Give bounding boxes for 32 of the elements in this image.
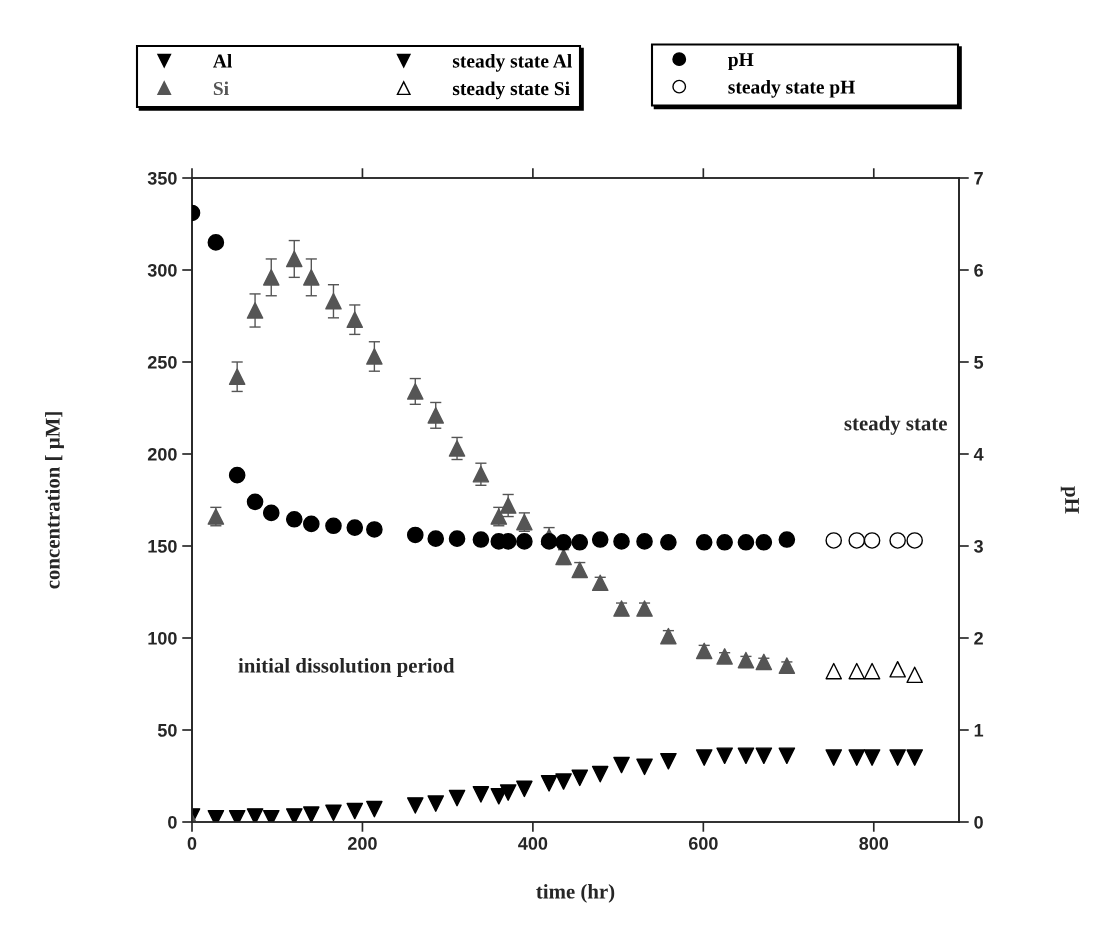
x-tick-label: 400 (518, 837, 548, 850)
y2-tick-label: 2 (974, 631, 983, 645)
legend-label: Si (213, 81, 229, 96)
legend-label: Al (213, 53, 232, 68)
y-tick-label: 350 (147, 171, 177, 185)
x-tick-label: 0 (187, 837, 197, 850)
y-tick-label: 0 (168, 815, 177, 829)
y-axis-title: concentration [ µM] (45, 412, 64, 589)
y2-tick-label: 3 (974, 539, 983, 553)
y-tick-label: 50 (157, 723, 177, 737)
annotation: initial dissolution period (238, 657, 455, 677)
x-axis-title: time (hr) (536, 883, 615, 903)
x-tick-label: 200 (348, 837, 377, 850)
x-tick-label: 800 (859, 837, 889, 850)
y-tick-label: 200 (147, 447, 177, 461)
y-tick-label: 300 (147, 263, 177, 277)
legend-label: pH (728, 53, 754, 71)
x-tick-label: 600 (688, 837, 718, 850)
legend-label: steady state Si (452, 81, 570, 100)
legend-label: steady state pH (728, 79, 855, 98)
y-tick-label: 100 (148, 631, 177, 645)
y2-tick-label: 1 (974, 724, 984, 737)
y2-axis-title: pH (1060, 486, 1079, 514)
y-tick-label: 250 (147, 355, 177, 369)
y2-tick-label: 4 (973, 448, 984, 461)
y-tick-label: 150 (148, 539, 177, 553)
y2-tick-label: 6 (974, 263, 983, 277)
y2-tick-label: 5 (974, 356, 984, 369)
annotation: steady state (844, 415, 947, 435)
y2-tick-label: 7 (974, 172, 983, 185)
y2-tick-label: 0 (974, 815, 983, 829)
legend-label: steady state Al (452, 53, 572, 72)
